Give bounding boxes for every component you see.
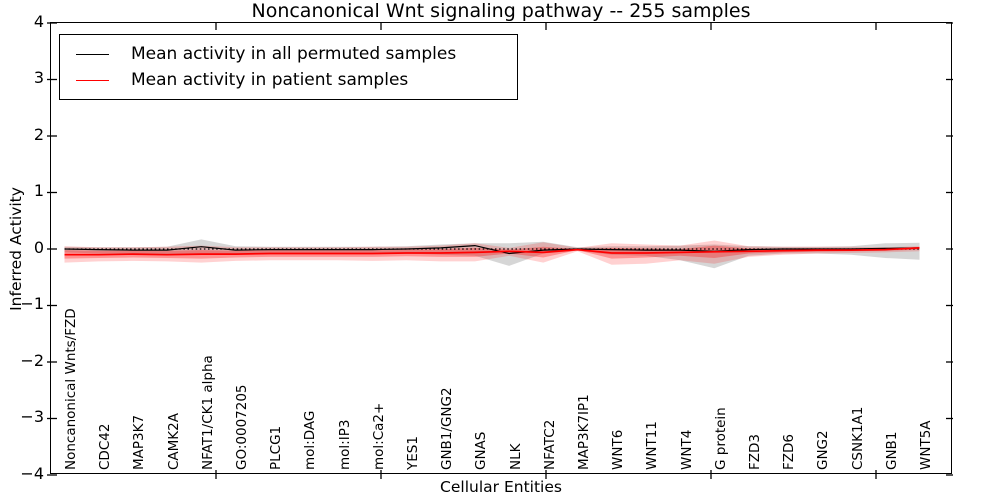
y-tick-label: 4 [33, 11, 44, 31]
x-category-label: WNT4 [678, 429, 695, 470]
x-category-label: MAP3K7IP1 [576, 394, 592, 470]
y-tick-label: 2 [33, 124, 44, 144]
x-category-label: CAMK2A [165, 413, 182, 470]
legend-label-permuted: Mean activity in all permuted samples [131, 44, 457, 64]
legend-line-permuted-icon [76, 53, 109, 55]
x-category-label: G protein [712, 407, 729, 470]
legend-entry-patient: Mean activity in patient samples [60, 70, 517, 90]
x-category-label: GNB1 [883, 431, 900, 470]
x-category-label: NFAT1/CK1 alpha [199, 355, 216, 470]
x-category-label: CSNK1A1 [849, 406, 866, 470]
chart-title: Noncanonical Wnt signaling pathway -- 25… [251, 0, 751, 22]
series-line-0 [64, 244, 920, 255]
x-category-label: PLCG1 [268, 425, 285, 470]
y-tick-label: 0 [33, 237, 44, 257]
legend-entry-permuted: Mean activity in all permuted samples [60, 44, 517, 64]
x-category-label: WNT11 [644, 421, 661, 470]
x-category-label: NLK [507, 443, 524, 470]
x-category-label: Noncanonical Wnts/FZD [63, 308, 79, 470]
x-category-label: FZD6 [781, 434, 798, 470]
x-category-label: WNT5A [918, 420, 934, 470]
legend: Mean activity in all permuted samples Me… [59, 34, 518, 100]
x-category-label: GNG2 [815, 430, 832, 470]
y-tick-label: −3 [20, 407, 44, 426]
x-category-label: mol:Ca2+ [370, 402, 387, 470]
y-tick-label: −2 [20, 350, 44, 370]
band-permuted-samples-range [64, 239, 920, 269]
x-axis-label: Cellular Entities [440, 478, 562, 496]
y-tick-label: 3 [33, 68, 44, 87]
x-category-label: FZD3 [747, 434, 763, 470]
x-category-label: GNAS [473, 431, 490, 470]
y-tick-label: −4 [20, 463, 44, 483]
legend-label-patient: Mean activity in patient samples [131, 70, 409, 90]
x-category-label: YES1 [405, 436, 421, 470]
x-category-label: WNT6 [610, 429, 627, 470]
x-category-label: MAP3K7 [131, 414, 148, 470]
y-tick-label: −1 [20, 294, 44, 313]
plot-area: Mean activity in all permuted samples Me… [47, 22, 953, 479]
x-category-label: GNB1/GNG2 [439, 387, 456, 470]
x-category-label: CDC42 [97, 423, 114, 470]
y-tick-label: 1 [33, 181, 44, 200]
legend-line-patient-icon [76, 79, 109, 81]
x-category-label: GO:0007205 [234, 384, 250, 470]
series-line-1 [64, 247, 920, 256]
x-category-label: mol:IP3 [336, 419, 353, 470]
x-category-label: mol:DAG [302, 410, 319, 470]
plot-canvas [47, 22, 953, 479]
x-category-label: NFATC2 [541, 419, 558, 470]
